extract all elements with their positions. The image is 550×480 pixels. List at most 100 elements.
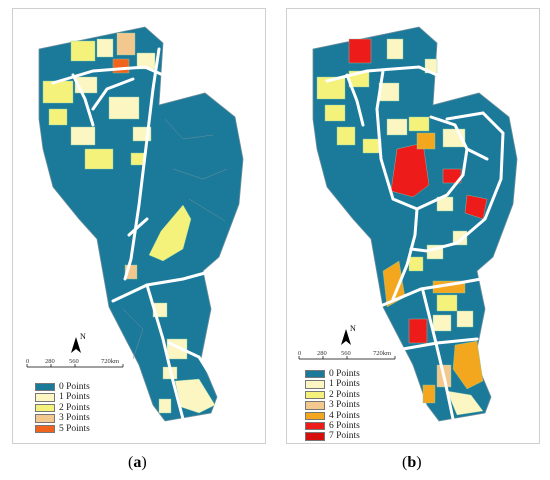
parcel (324, 104, 346, 122)
thin-boundaries (122, 118, 228, 360)
map-panel-a: N 0 280 560 720km 0 Points 1 Points 2 Poin… (12, 8, 266, 444)
parcel (108, 96, 140, 120)
road (409, 111, 505, 253)
road (111, 271, 207, 303)
scale-tick-0: 0 (298, 350, 301, 357)
parcel (390, 142, 430, 198)
caption-close: ) (416, 454, 422, 471)
road (71, 73, 95, 127)
parcel (158, 398, 172, 414)
legend-item: 3 Points (305, 400, 360, 410)
legend-swatch (305, 432, 325, 441)
legend-swatch (305, 421, 325, 431)
legend-swatch (35, 393, 55, 402)
legend-item: 0 Points (35, 382, 90, 392)
roads (325, 65, 505, 421)
legend-swatch (305, 390, 325, 400)
boundary (122, 308, 144, 360)
road (391, 207, 419, 301)
road (465, 147, 489, 161)
legend-label: 3 Points (329, 400, 360, 411)
scale-tick-2: 560 (69, 358, 79, 365)
legend-item: 5 Points (35, 424, 90, 434)
parcel (336, 126, 356, 146)
caption-open: ( (128, 454, 134, 471)
parcel (416, 132, 436, 150)
scale-tick-3: 720km (101, 358, 119, 365)
scale-tick-0: 0 (26, 358, 29, 365)
legend-label: 5 Points (59, 423, 90, 434)
legend-item: 7 Points (305, 431, 360, 441)
legend-swatch (305, 380, 325, 389)
legend-swatch (305, 411, 325, 420)
legend-item: 1 Points (35, 392, 90, 402)
road (127, 217, 149, 237)
parcel (436, 294, 458, 312)
legend-a: 0 Points 1 Points 2 Points 3 Points 5 Points (35, 382, 90, 434)
road (421, 289, 455, 421)
map-b: N 0 280 560 720km (298, 26, 518, 422)
legend-swatch (305, 401, 325, 410)
legend-label: 7 Points (329, 431, 360, 442)
caption-close: ) (141, 454, 147, 471)
legend-swatch (35, 403, 55, 413)
legend-item: 3 Points (35, 413, 90, 423)
scale-tick-3: 720km (373, 350, 391, 357)
caption-b: (b) (402, 454, 422, 472)
legend-item: 1 Points (305, 379, 360, 389)
legend-item: 6 Points (305, 421, 360, 431)
legend-label: 2 Points (329, 389, 360, 400)
caption-letter: b (407, 454, 417, 471)
road (381, 277, 483, 307)
north-label: N (80, 332, 86, 341)
map-panel-b: N 0 280 560 720km 0 Points 1 Points 2 Poin… (286, 8, 540, 444)
parcel (42, 80, 74, 104)
legend-label: 3 Points (59, 413, 90, 424)
legend-b: 0 Points 1 Points 2 Points 3 Points 4 Points… (305, 369, 360, 442)
parcel (408, 256, 424, 272)
scale-tick-1: 280 (317, 350, 327, 357)
boundary (164, 118, 214, 140)
scale-bar: 0 280 560 720km (298, 350, 396, 360)
parcel (84, 148, 114, 170)
legend-swatch (35, 383, 55, 392)
road (123, 47, 161, 281)
parcel (70, 126, 96, 146)
scale-tick-2: 560 (341, 350, 351, 357)
caption-open: ( (402, 454, 408, 471)
legend-item: 4 Points (305, 411, 360, 421)
parcel (112, 58, 130, 74)
parcel (96, 38, 114, 58)
parcel (116, 32, 136, 56)
parcel (446, 390, 484, 416)
parcel (348, 38, 372, 64)
parcel (316, 76, 346, 100)
caption-letter: a (133, 454, 142, 471)
parcel (408, 116, 430, 132)
parcels (42, 32, 216, 414)
road (145, 283, 185, 421)
north-arrow: N (341, 324, 356, 345)
scale-tick-1: 280 (45, 358, 55, 365)
caption-a: (a) (128, 454, 147, 472)
legend-swatch (35, 424, 55, 433)
legend-swatch (35, 414, 55, 423)
legend-item: 2 Points (35, 403, 90, 413)
parcel (70, 40, 96, 62)
legend-label: 0 Points (59, 382, 90, 392)
parcel (456, 310, 474, 328)
parcels (316, 38, 488, 416)
parcel (408, 318, 428, 344)
parcel (148, 204, 192, 262)
road (401, 337, 479, 351)
legend-swatch (305, 370, 325, 379)
parcel (452, 340, 484, 390)
legend-item: 2 Points (305, 390, 360, 400)
legend-label: 0 Points (329, 369, 360, 379)
parcel (432, 314, 452, 332)
boundary (172, 168, 228, 180)
legend-label: 1 Points (329, 379, 360, 390)
map-a: N 0 280 560 720km (26, 26, 244, 422)
parcel (386, 38, 404, 60)
road (375, 69, 469, 211)
